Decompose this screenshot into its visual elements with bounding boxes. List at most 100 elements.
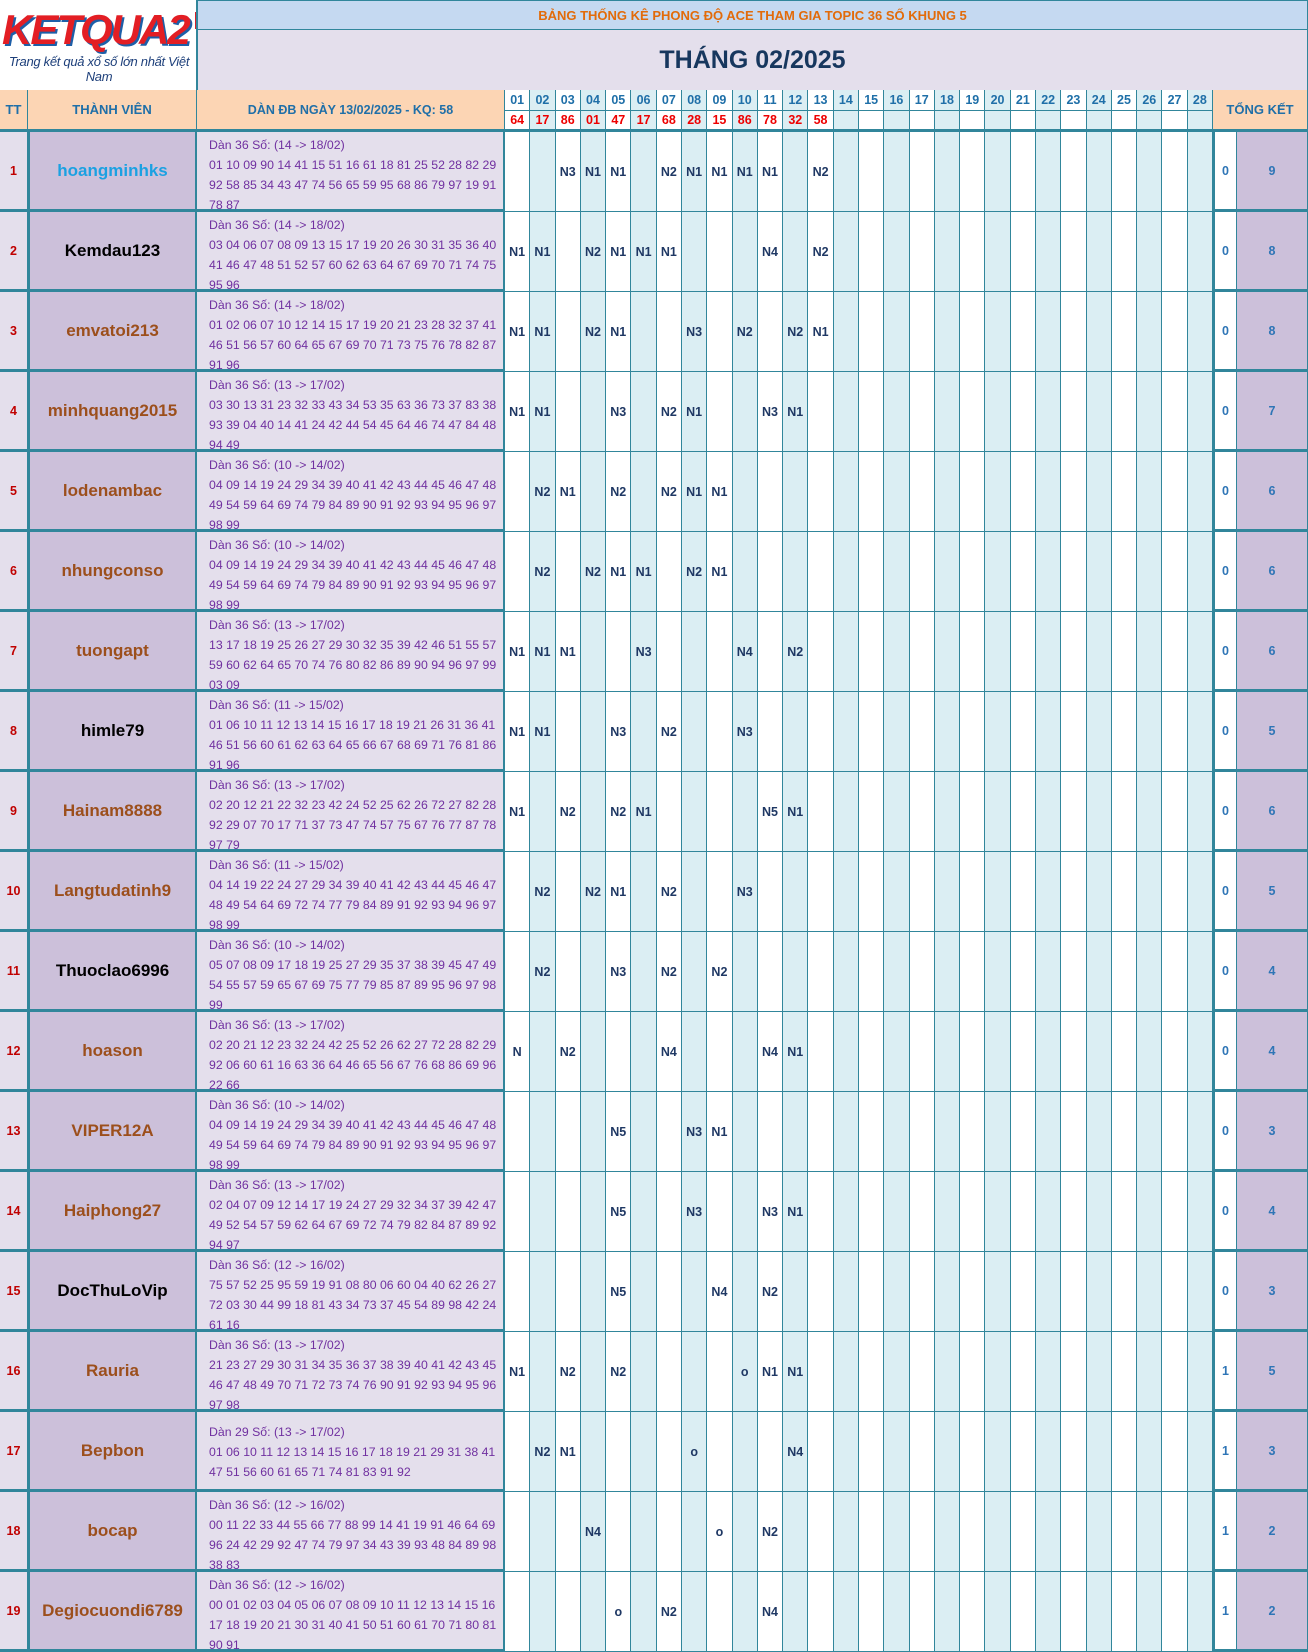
- day-cell: [808, 1492, 834, 1572]
- day-header: 24: [1086, 90, 1112, 111]
- dan-cell: Dàn 36 Số: (13 -> 17/02) 02 20 12 21 22 3…: [197, 772, 505, 852]
- day-cell: [1162, 452, 1188, 532]
- day-cell: [555, 212, 581, 292]
- member-name: Hainam8888: [28, 772, 197, 852]
- day-cell: [631, 1332, 657, 1412]
- day-cell: [1036, 532, 1062, 612]
- day-cell: [707, 212, 733, 292]
- dan-cell: Dàn 36 Số: (14 -> 18/02) 01 10 09 90 14 4…: [197, 132, 505, 212]
- day-cell: [1086, 132, 1112, 212]
- hit-mark: N5: [606, 1092, 632, 1172]
- day-cell: [606, 1492, 632, 1572]
- dan-numbers: 04 09 14 19 24 29 34 39 40 41 42 43 44 4…: [209, 558, 497, 612]
- hit-mark: N: [505, 1012, 531, 1092]
- day-cell: [1187, 372, 1213, 452]
- hit-mark: N2: [580, 532, 607, 612]
- day-result: [859, 111, 885, 132]
- day-cell: [884, 1012, 910, 1092]
- day-cell: [1111, 1412, 1138, 1492]
- hit-mark: N2: [555, 1332, 581, 1412]
- day-cell: [631, 1412, 657, 1492]
- hit-mark: o: [732, 1332, 758, 1412]
- hit-mark: N2: [580, 292, 607, 372]
- day-cell: [631, 452, 657, 532]
- day-cell: [1137, 772, 1163, 852]
- total-hit: 3: [1237, 1252, 1308, 1332]
- day-cell: [909, 852, 935, 932]
- day-cell: [1111, 292, 1138, 372]
- day-cell: [631, 852, 657, 932]
- day-cell: [1162, 692, 1188, 772]
- day-cell: [859, 452, 885, 532]
- hit-mark: N4: [707, 1252, 733, 1332]
- day-cell: [1162, 532, 1188, 612]
- total-hit: 4: [1237, 932, 1308, 1012]
- row-number: 15: [0, 1252, 28, 1332]
- day-cell: [1137, 372, 1163, 452]
- day-header: 04: [580, 90, 607, 111]
- day-cell: [960, 372, 986, 452]
- day-cell: [1137, 612, 1163, 692]
- hit-mark: N1: [530, 612, 556, 692]
- day-cell: [1036, 132, 1062, 212]
- day-cell: [732, 532, 758, 612]
- day-cell: [1086, 532, 1112, 612]
- total-miss: 0: [1213, 532, 1237, 612]
- hit-mark: N3: [555, 132, 581, 212]
- day-cell: [732, 932, 758, 1012]
- hit-mark: N3: [682, 1092, 708, 1172]
- day-cell: [732, 772, 758, 852]
- day-cell: [530, 1012, 556, 1092]
- day-cell: [580, 1332, 607, 1412]
- day-cell: [1187, 1012, 1213, 1092]
- day-cell: [884, 132, 910, 212]
- day-cell: [783, 852, 809, 932]
- day-cell: [530, 1572, 556, 1652]
- header-total: TỔNG KẾT: [1213, 90, 1308, 132]
- hit-mark: N1: [808, 292, 834, 372]
- day-cell: [656, 1092, 682, 1172]
- day-cell: [1036, 1492, 1062, 1572]
- dan-title: Dàn 36 Số: (10 -> 14/02): [209, 538, 345, 552]
- hit-mark: N1: [606, 132, 632, 212]
- row-number: 12: [0, 1012, 28, 1092]
- day-cell: [909, 1492, 935, 1572]
- hit-mark: N2: [656, 932, 682, 1012]
- header-dan: DÀN ĐB NGÀY 13/02/2025 - KQ: 58: [197, 90, 505, 132]
- day-cell: [1061, 212, 1087, 292]
- day-cell: [985, 1012, 1011, 1092]
- day-cell: [707, 1172, 733, 1252]
- day-cell: [505, 932, 531, 1012]
- day-cell: [985, 1092, 1011, 1172]
- day-cell: [580, 932, 607, 1012]
- day-result: 32: [783, 111, 809, 132]
- day-cell: [1187, 1172, 1213, 1252]
- day-cell: [1111, 452, 1138, 532]
- day-cell: [960, 772, 986, 852]
- hit-mark: N1: [783, 1332, 809, 1412]
- day-header: 12: [783, 90, 809, 111]
- dan-title: Dàn 36 Số: (11 -> 15/02): [209, 698, 344, 712]
- day-cell: [1111, 1172, 1138, 1252]
- day-cell: [859, 212, 885, 292]
- day-cell: [884, 1172, 910, 1252]
- day-cell: [1036, 212, 1062, 292]
- hit-mark: N1: [530, 692, 556, 772]
- day-cell: [631, 1572, 657, 1652]
- member-name: hoangminhks: [28, 132, 197, 212]
- hit-mark: N1: [783, 372, 809, 452]
- day-cell: [505, 1412, 531, 1492]
- day-cell: [1111, 692, 1138, 772]
- row-number: 16: [0, 1332, 28, 1412]
- row-number: 14: [0, 1172, 28, 1252]
- hit-mark: N5: [606, 1172, 632, 1252]
- day-cell: [1086, 852, 1112, 932]
- day-cell: [909, 1172, 935, 1252]
- hit-mark: N3: [606, 372, 632, 452]
- member-name: Bepbon: [28, 1412, 197, 1492]
- day-header: 13: [808, 90, 834, 111]
- day-cell: [1137, 212, 1163, 292]
- day-cell: [909, 692, 935, 772]
- day-cell: [555, 692, 581, 772]
- day-cell: [833, 1412, 859, 1492]
